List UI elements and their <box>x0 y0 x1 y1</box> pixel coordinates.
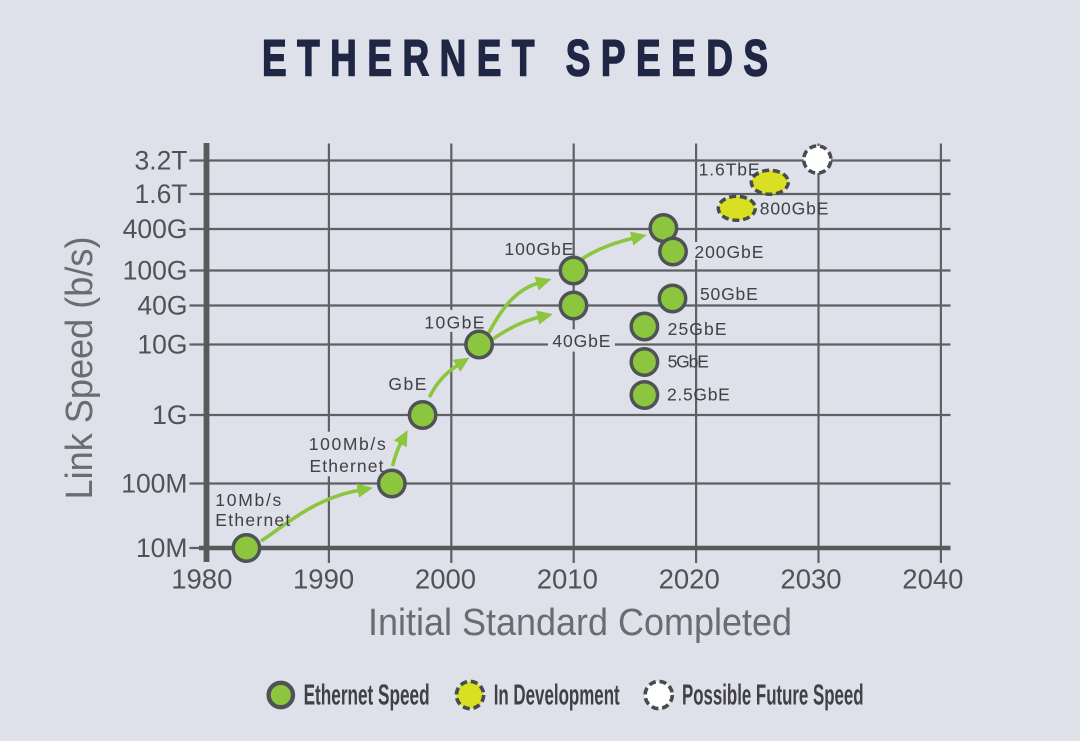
svg-text:1.6TbE: 1.6TbE <box>699 160 760 180</box>
svg-text:1.6T: 1.6T <box>134 179 187 209</box>
svg-text:In Development: In Development <box>494 680 620 712</box>
svg-text:Possible Future Speed: Possible Future Speed <box>682 680 864 712</box>
svg-text:2010: 2010 <box>537 564 598 595</box>
svg-text:1990: 1990 <box>293 564 354 595</box>
svg-text:25GbE: 25GbE <box>668 319 727 339</box>
svg-text:1980: 1980 <box>171 564 232 595</box>
svg-text:50GbE: 50GbE <box>700 284 758 304</box>
svg-text:ETHERNET SPEEDS: ETHERNET SPEEDS <box>262 31 768 87</box>
svg-text:10Mb/s: 10Mb/s <box>215 490 281 510</box>
svg-text:200GbE: 200GbE <box>694 242 763 262</box>
svg-text:100Mb/s: 100Mb/s <box>309 434 386 454</box>
svg-text:400G: 400G <box>123 214 188 244</box>
svg-text:800GbE: 800GbE <box>760 199 829 219</box>
svg-text:Initial Standard Completed: Initial Standard Completed <box>368 602 792 644</box>
svg-text:Ethernet Speed: Ethernet Speed <box>304 680 430 712</box>
svg-text:GbE: GbE <box>388 374 426 394</box>
svg-text:Link Speed (b/s): Link Speed (b/s) <box>59 237 101 500</box>
svg-text:2030: 2030 <box>780 564 841 595</box>
svg-text:1G: 1G <box>152 400 187 430</box>
svg-text:2.5GbE: 2.5GbE <box>667 384 730 404</box>
svg-text:2020: 2020 <box>659 564 720 595</box>
svg-text:10M: 10M <box>136 533 188 563</box>
svg-text:Ethernet: Ethernet <box>215 510 290 530</box>
svg-text:40G: 40G <box>137 291 187 321</box>
svg-text:10G: 10G <box>137 330 187 360</box>
svg-text:2040: 2040 <box>902 564 963 595</box>
svg-text:3.2T: 3.2T <box>134 146 187 176</box>
svg-text:100M: 100M <box>121 469 187 499</box>
svg-text:100G: 100G <box>123 256 188 286</box>
svg-text:100GbE: 100GbE <box>504 239 573 259</box>
svg-text:Ethernet: Ethernet <box>310 456 384 476</box>
svg-text:2000: 2000 <box>415 564 476 595</box>
svg-text:5GbE: 5GbE <box>668 352 709 372</box>
svg-text:40GbE: 40GbE <box>552 331 610 351</box>
svg-text:10GbE: 10GbE <box>424 312 484 332</box>
